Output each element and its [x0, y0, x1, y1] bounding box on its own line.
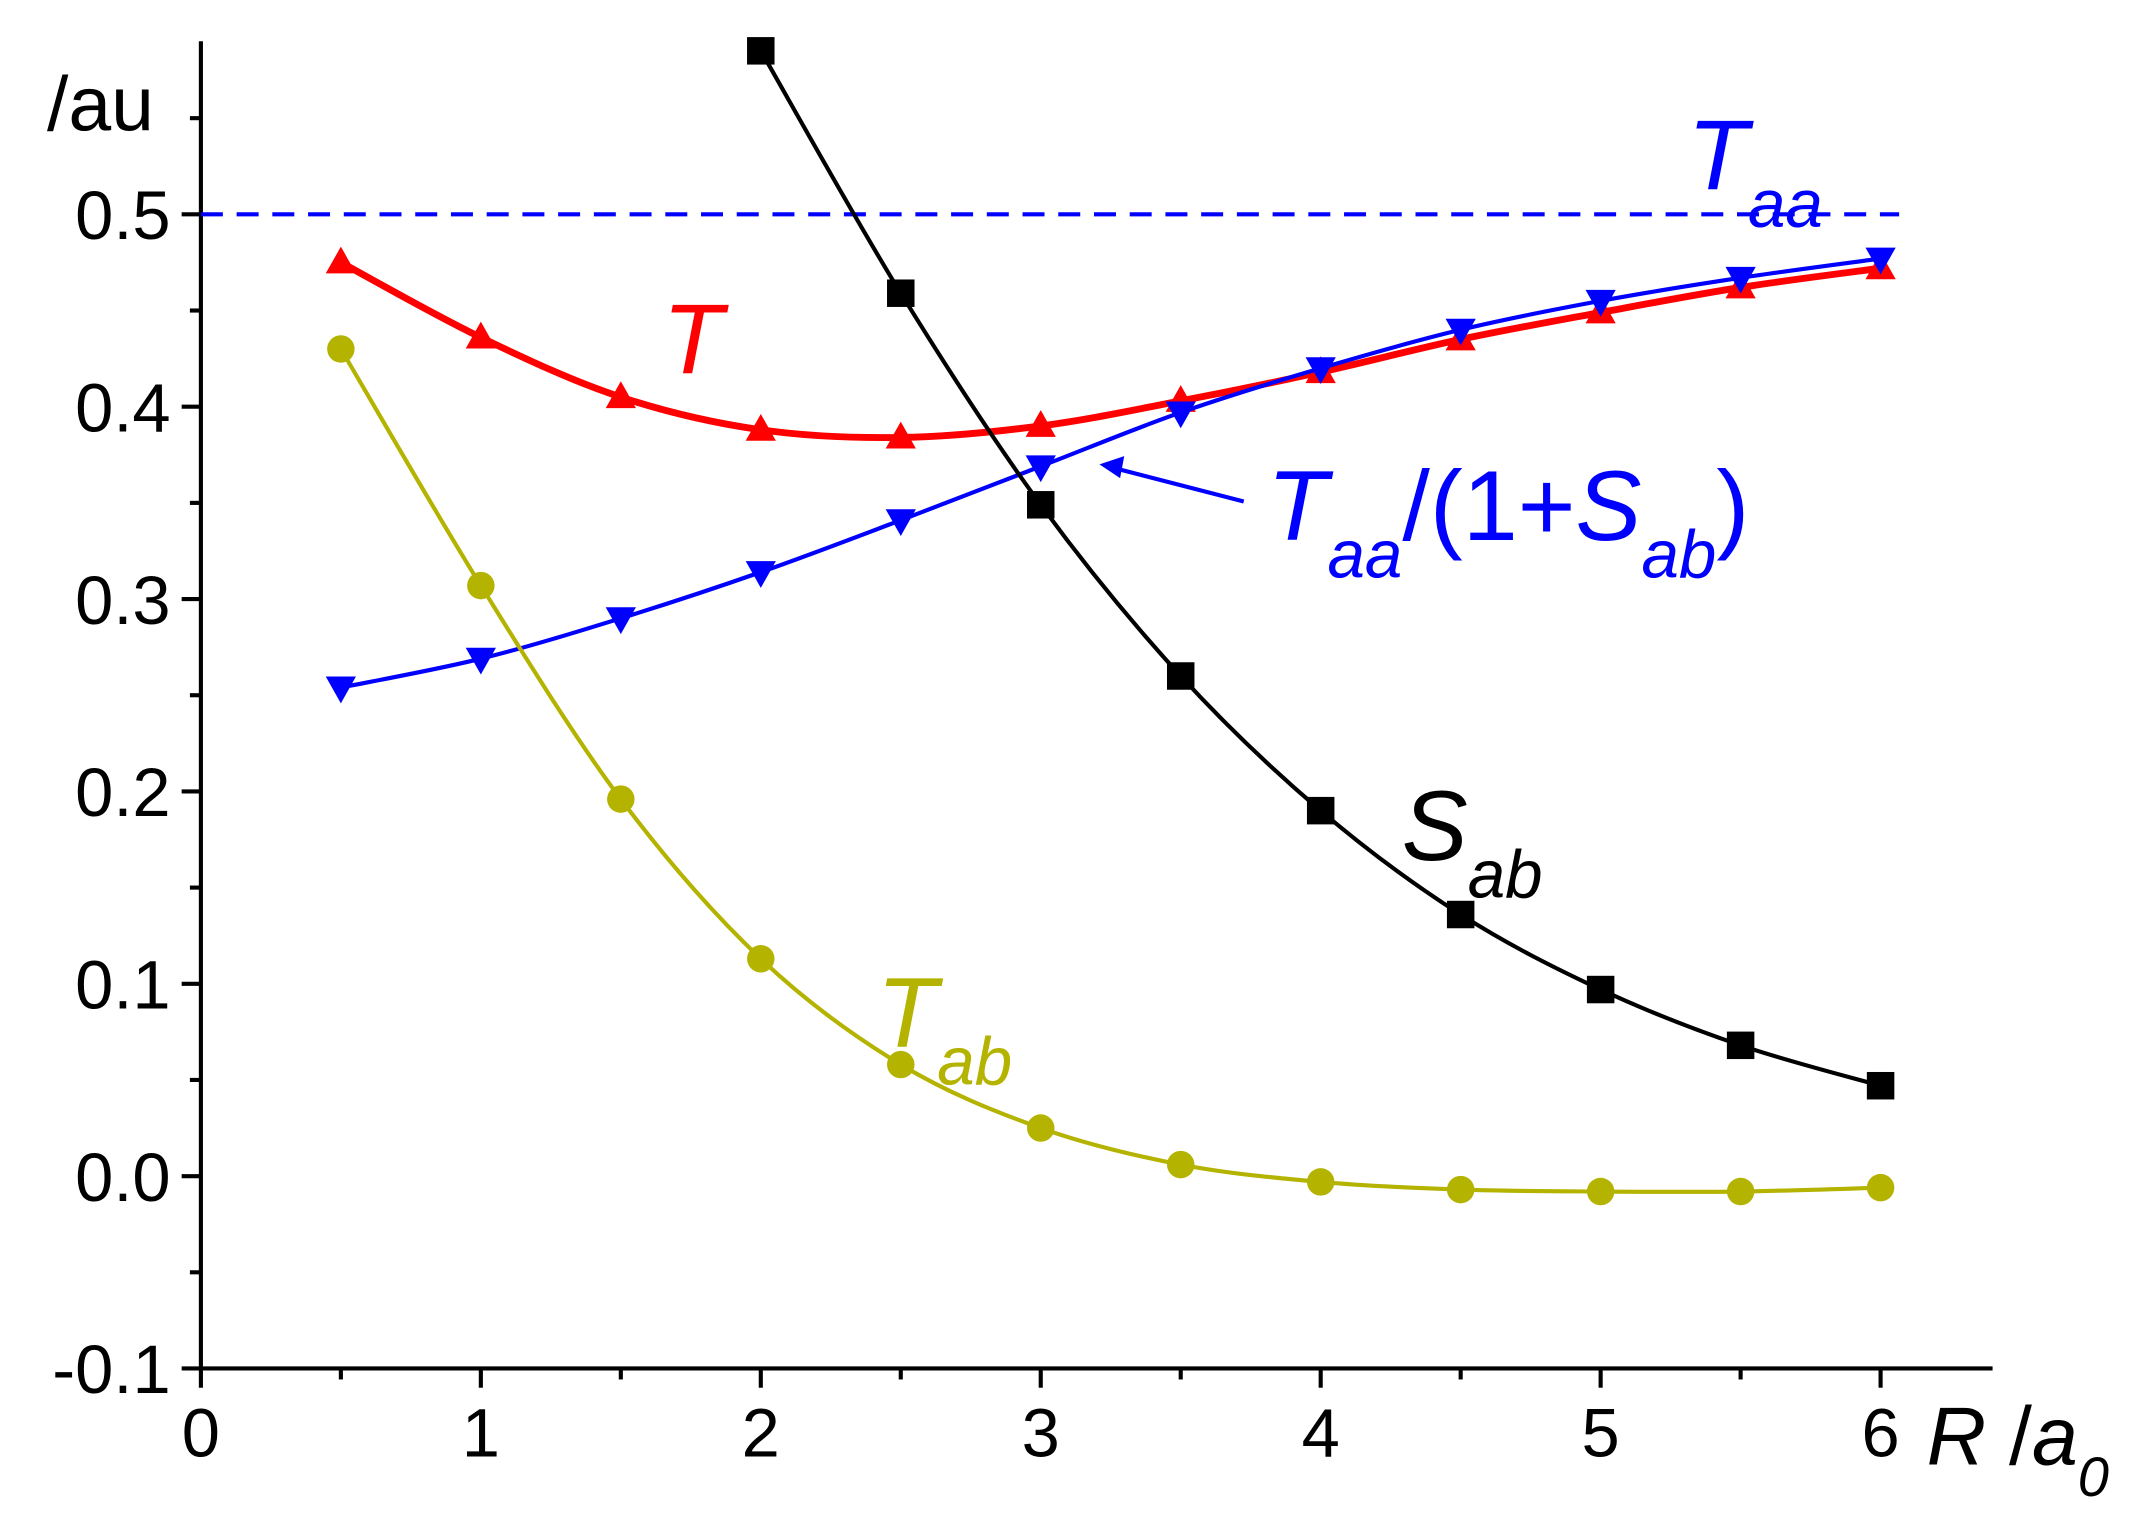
y-tick-label: 0.5	[75, 177, 171, 254]
point	[1446, 1175, 1475, 1204]
point	[1726, 1177, 1755, 1206]
point	[747, 37, 775, 65]
text-part: T	[1267, 450, 1334, 561]
text-part: S	[1576, 450, 1642, 561]
point	[605, 607, 636, 635]
y-tick-label: 0.1	[75, 947, 171, 1024]
text-part: ab	[937, 1025, 1012, 1100]
text-part: T	[1688, 100, 1755, 211]
series-line	[339, 259, 1882, 442]
point	[1445, 318, 1476, 346]
annotation: Tab	[877, 957, 1012, 1100]
y-tick-label: 0.0	[75, 1139, 171, 1216]
point	[885, 509, 916, 536]
point	[747, 945, 775, 973]
point	[1726, 1031, 1755, 1060]
point	[1865, 247, 1896, 275]
annotation: Taa/(1+Sab)	[1267, 450, 1749, 593]
text-part: )	[1716, 450, 1749, 561]
y-tick-label: 0.4	[75, 369, 171, 446]
text-part: aa	[1328, 518, 1403, 593]
annotation: Taa	[1688, 100, 1823, 243]
point	[1585, 289, 1616, 317]
y-axis-label: /au	[47, 62, 154, 148]
point	[467, 571, 495, 600]
point	[1866, 1071, 1895, 1100]
point	[887, 279, 915, 307]
y-tick-label: 0.3	[75, 562, 171, 639]
x-tick-label: 2	[742, 1394, 780, 1471]
point	[325, 676, 356, 704]
text-part: a	[2032, 1391, 2078, 1483]
text-part: ab	[1642, 518, 1717, 593]
text-part: 0	[2078, 1445, 2109, 1508]
annotation: T	[663, 284, 730, 395]
point	[1586, 975, 1615, 1004]
text-part: T	[663, 284, 730, 395]
point	[1586, 1177, 1615, 1206]
point	[887, 1050, 915, 1079]
series-line	[340, 256, 1881, 690]
annotation-arrowhead	[1099, 456, 1125, 479]
point	[1025, 455, 1056, 483]
point	[607, 785, 635, 813]
point	[1305, 357, 1336, 385]
point	[1166, 1150, 1195, 1179]
text-part: aa	[1748, 167, 1823, 242]
x-tick-label: 4	[1302, 1394, 1340, 1471]
x-tick-label: 3	[1022, 1394, 1060, 1471]
point	[1306, 1168, 1335, 1196]
point	[745, 413, 776, 441]
text-part: /	[1986, 1391, 2032, 1483]
x-tick-label: 1	[462, 1394, 500, 1471]
x-tick-label: 0	[182, 1394, 220, 1471]
y-tick-label: -0.1	[52, 1331, 170, 1408]
point	[1165, 401, 1196, 429]
text-part: ab	[1468, 838, 1543, 913]
annotation: Sab	[1402, 770, 1543, 913]
text-part: /(1+	[1402, 450, 1575, 561]
point	[465, 321, 496, 349]
point	[1025, 410, 1056, 437]
x-tick-label: 6	[1861, 1394, 1899, 1471]
point	[1166, 662, 1195, 690]
text-part: S	[1402, 770, 1468, 881]
point	[885, 421, 916, 449]
x-axis-label: R /a0	[1927, 1391, 2109, 1508]
point	[1725, 266, 1756, 294]
y-tick-label: 0.2	[75, 754, 171, 831]
x-tick-label: 5	[1582, 1394, 1620, 1471]
point	[605, 381, 636, 409]
point	[1446, 900, 1475, 929]
point	[1866, 1173, 1895, 1202]
text-part: R	[1927, 1391, 1987, 1483]
point	[1027, 1114, 1055, 1142]
point	[1306, 796, 1335, 825]
point	[745, 561, 776, 588]
text-part: T	[877, 957, 944, 1068]
point	[465, 647, 496, 675]
point	[1027, 491, 1055, 519]
series-line	[339, 347, 1881, 1194]
series-line	[759, 49, 1882, 1088]
point	[325, 246, 356, 274]
annotation-pointer	[1115, 466, 1245, 504]
point	[327, 335, 355, 363]
